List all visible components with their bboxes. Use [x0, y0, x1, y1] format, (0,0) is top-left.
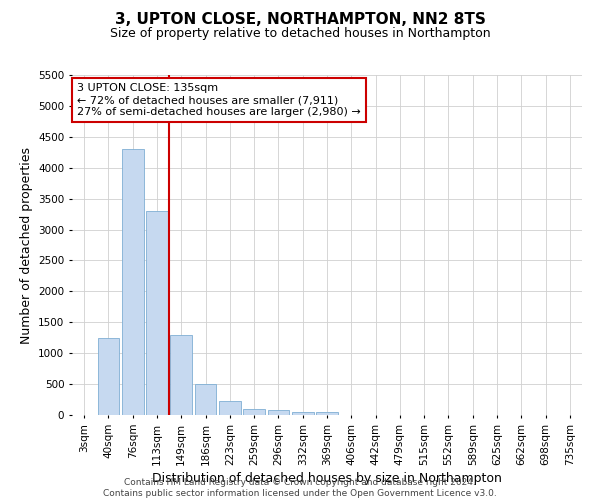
- Bar: [146, 211, 168, 415]
- Text: Size of property relative to detached houses in Northampton: Size of property relative to detached ho…: [110, 28, 490, 40]
- Bar: [243, 409, 265, 415]
- Text: 3 UPTON CLOSE: 135sqm
← 72% of detached houses are smaller (7,911)
27% of semi-d: 3 UPTON CLOSE: 135sqm ← 72% of detached …: [77, 84, 361, 116]
- Bar: [292, 412, 314, 415]
- X-axis label: Distribution of detached houses by size in Northampton: Distribution of detached houses by size …: [152, 472, 502, 484]
- Bar: [122, 149, 143, 415]
- Bar: [219, 402, 241, 415]
- Text: 3, UPTON CLOSE, NORTHAMPTON, NN2 8TS: 3, UPTON CLOSE, NORTHAMPTON, NN2 8TS: [115, 12, 485, 28]
- Bar: [194, 384, 217, 415]
- Bar: [316, 412, 338, 415]
- Bar: [97, 338, 119, 415]
- Bar: [170, 334, 192, 415]
- Text: Contains HM Land Registry data © Crown copyright and database right 2024.
Contai: Contains HM Land Registry data © Crown c…: [103, 478, 497, 498]
- Y-axis label: Number of detached properties: Number of detached properties: [20, 146, 32, 344]
- Bar: [268, 410, 289, 415]
